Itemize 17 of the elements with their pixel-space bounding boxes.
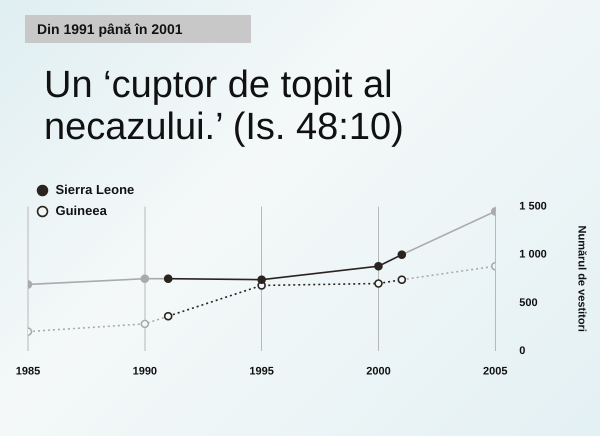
chart-subtitle: Din 1991 până în 2001 (25, 15, 251, 43)
point (374, 262, 383, 271)
legend-label: Guineea (56, 203, 108, 218)
x-tick-label: 2000 (366, 365, 391, 378)
y-axis-title: Numărul de vestitori (575, 226, 588, 332)
chart-title: Un ‘cuptor de topit al necazului.’ (Is. 48:10) (44, 64, 405, 148)
point (257, 275, 266, 284)
x-tick-label: 1995 (249, 365, 274, 378)
x-tick-label: 1990 (132, 365, 158, 378)
y-tick-label: 1 500 (519, 200, 547, 213)
y-tick-label: 1 000 (519, 248, 547, 261)
y-tick-label: 500 (519, 296, 538, 309)
legend-label: Sierra Leone (56, 182, 134, 198)
x-tick-label: 1985 (16, 365, 40, 378)
y-tick-label: 0 (519, 344, 526, 357)
x-tick-label: 2005 (483, 365, 508, 378)
point (374, 279, 383, 288)
